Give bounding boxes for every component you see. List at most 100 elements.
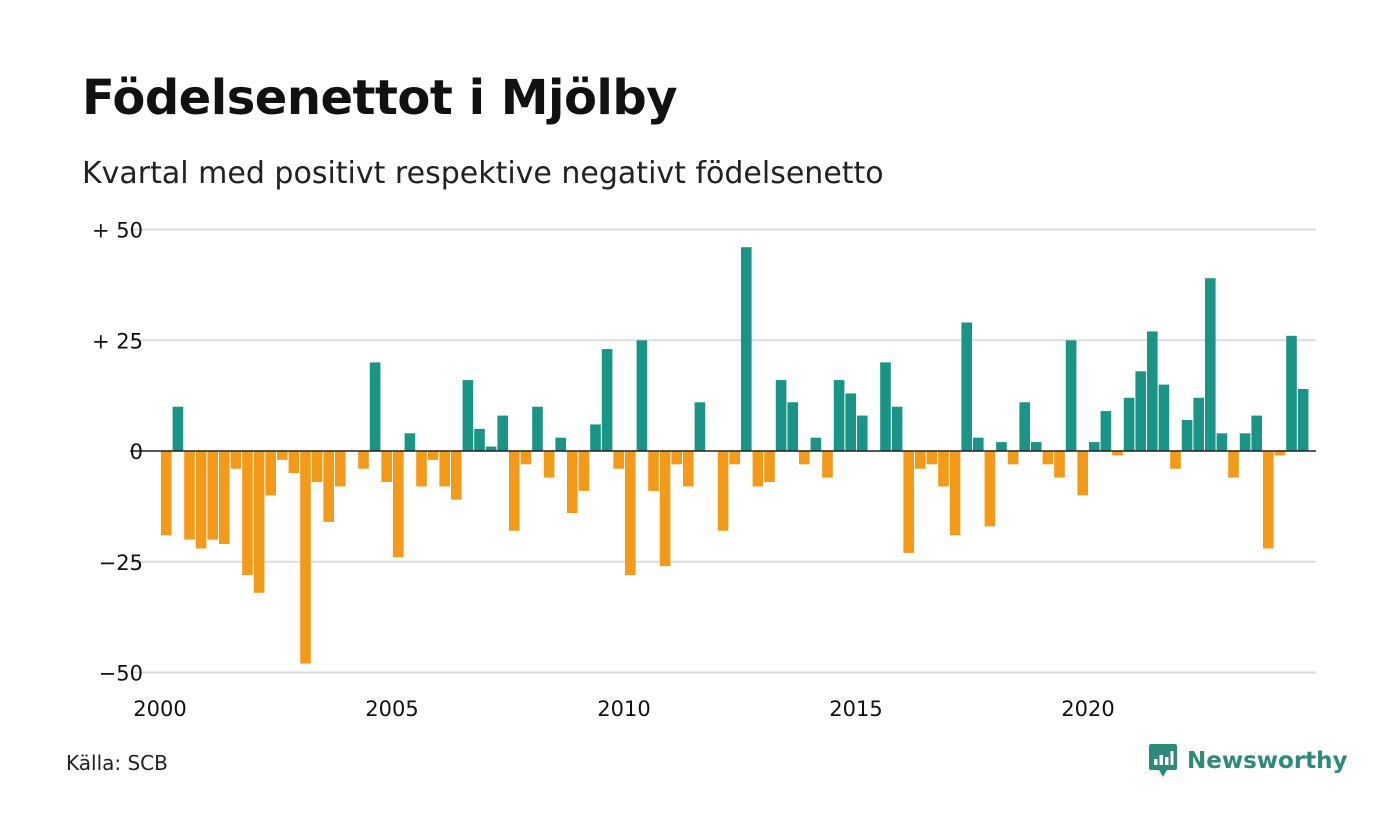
negative-bar	[288, 451, 300, 474]
negative-bar	[671, 451, 682, 465]
y-tick-label: + 25	[92, 329, 143, 353]
positive-bar	[996, 442, 1007, 451]
positive-bar	[891, 406, 903, 451]
source-note: Källa: SCB	[66, 751, 168, 775]
x-tick-label: 2005	[365, 697, 418, 721]
negative-bar	[520, 451, 532, 465]
negative-bar	[613, 451, 624, 469]
chart-subtitle: Kvartal med positivt respektive negativt…	[82, 156, 884, 191]
positive-bar	[1123, 397, 1135, 451]
positive-bar	[485, 446, 497, 451]
positive-bar	[845, 393, 856, 451]
negative-bar	[625, 451, 636, 575]
negative-bar	[683, 451, 694, 487]
y-tick-label: −25	[99, 551, 143, 575]
negative-bar	[311, 451, 323, 482]
x-tick-label: 2010	[597, 697, 650, 721]
positive-bar	[1216, 433, 1228, 451]
positive-bar	[880, 362, 891, 451]
positive-bar	[973, 437, 984, 451]
positive-bar	[694, 402, 706, 451]
y-tick-label: + 50	[92, 219, 143, 243]
positive-bar	[1297, 389, 1309, 451]
positive-bar	[590, 424, 601, 451]
positive-bar	[532, 406, 543, 451]
positive-bar	[741, 247, 752, 451]
negative-bar	[265, 451, 276, 496]
negative-bar	[1112, 451, 1123, 456]
negative-bar	[451, 451, 462, 500]
positive-bar	[1239, 433, 1251, 451]
negative-bar	[752, 451, 764, 487]
positive-bar	[462, 380, 474, 451]
chart-title: Födelsenettot i Mjölby	[82, 70, 678, 126]
negative-bar	[253, 451, 265, 593]
positive-bar	[1031, 442, 1042, 451]
positive-bar	[810, 437, 822, 451]
x-axis-tick-labels: 2000 2005 2010 2015 2020	[133, 697, 1114, 721]
positive-bar	[1158, 384, 1170, 451]
negative-bar	[1263, 451, 1274, 549]
negative-bar	[1007, 451, 1019, 465]
negative-bar	[926, 451, 938, 465]
x-tick-label: 2000	[133, 697, 186, 721]
positive-bar	[1089, 442, 1100, 451]
negative-bar	[648, 451, 659, 491]
negative-bar	[1042, 451, 1054, 465]
positive-bar	[1019, 402, 1030, 451]
positive-bar	[404, 433, 416, 451]
positive-bar	[1135, 371, 1146, 451]
negative-bar	[219, 451, 230, 544]
positive-bar	[1147, 331, 1158, 451]
negative-bar	[427, 451, 439, 460]
negative-bar	[764, 451, 775, 482]
positive-bar	[497, 415, 508, 451]
negative-bar	[659, 451, 671, 567]
positive-bar	[601, 349, 613, 451]
negative-bar	[230, 451, 242, 469]
negative-bar	[323, 451, 334, 522]
negative-bar	[335, 451, 346, 487]
negative-bar	[822, 451, 833, 478]
positive-bar	[857, 415, 868, 451]
negative-bar	[195, 451, 207, 549]
positive-bar	[787, 402, 798, 451]
y-axis-tick-labels: + 50 + 25 0 −25 −50	[92, 219, 143, 686]
bar-chart: + 50 + 25 0 −25 −50 2000 2005 2010 2015 2020	[92, 219, 1316, 721]
positive-bar	[1181, 420, 1193, 451]
negative-bar	[949, 451, 961, 536]
negative-bar	[300, 451, 311, 664]
negative-bar	[184, 451, 195, 540]
negative-bar	[416, 451, 427, 487]
x-tick-label: 2015	[829, 697, 882, 721]
positive-bar	[775, 380, 787, 451]
positive-bar	[555, 437, 566, 451]
brand-name: Newsworthy	[1187, 748, 1348, 774]
negative-bar	[161, 451, 172, 536]
newsworthy-logo-icon	[1149, 744, 1177, 777]
positive-bar	[1100, 411, 1112, 451]
negative-bar	[938, 451, 949, 487]
negative-bar	[543, 451, 555, 478]
positive-bar	[1193, 397, 1204, 451]
x-tick-label: 2020	[1061, 697, 1114, 721]
negative-bar	[799, 451, 810, 465]
bars	[161, 247, 1309, 664]
positive-bar	[636, 340, 648, 452]
negative-bar	[242, 451, 253, 575]
positive-bar	[1205, 278, 1216, 451]
negative-bar	[381, 451, 392, 482]
positive-bar	[833, 380, 845, 451]
negative-bar	[277, 451, 288, 460]
negative-bar	[1054, 451, 1065, 478]
brand-logo[interactable]: Newsworthy	[1148, 742, 1348, 780]
negative-bar	[393, 451, 404, 558]
negative-bar	[509, 451, 520, 531]
positive-bar	[961, 322, 972, 451]
negative-bar	[717, 451, 729, 531]
negative-bar	[207, 451, 218, 540]
negative-bar	[1170, 451, 1181, 469]
positive-bar	[369, 362, 381, 451]
negative-bar	[578, 451, 590, 491]
negative-bar	[1228, 451, 1239, 478]
